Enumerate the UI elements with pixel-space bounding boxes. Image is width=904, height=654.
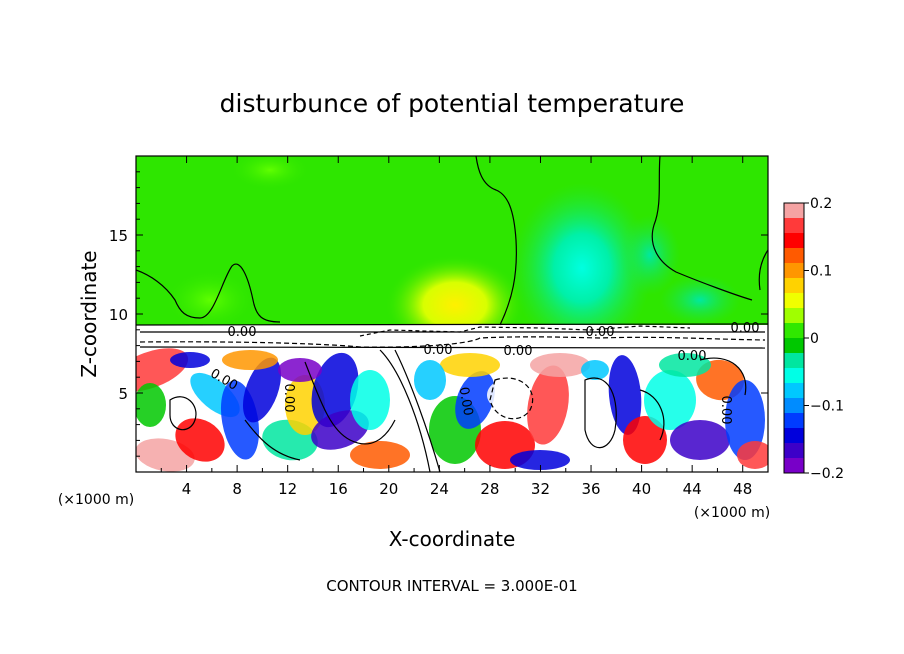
colorbar-segment <box>784 218 804 234</box>
contour-label: 0.00 <box>281 384 296 413</box>
x-tick-label: 20 <box>379 480 398 498</box>
turbulence-patch <box>350 370 390 430</box>
x-tick-label: 16 <box>329 480 348 498</box>
turbulence-patch <box>659 353 711 377</box>
colorbar-tick-label: 0.1 <box>810 264 832 280</box>
turbulence-patch <box>530 353 590 377</box>
x-tick-label: 8 <box>232 480 242 498</box>
x-tick-label: 36 <box>581 480 600 498</box>
turbulence-patch <box>455 371 495 429</box>
turbulence-patch <box>222 350 278 370</box>
colorbar-segment <box>784 353 804 369</box>
turbulence-patch <box>170 352 210 368</box>
turbulence-patch <box>440 353 500 377</box>
x-unit-label-right: (×1000 m) <box>694 505 770 521</box>
y-tick-label: 5 <box>118 385 128 403</box>
colorbar-segment <box>784 293 804 309</box>
turbulence-patch <box>311 410 369 450</box>
turbulence-patch <box>670 420 730 460</box>
colorbar-segment <box>784 413 804 429</box>
x-tick-label: 4 <box>182 480 192 498</box>
y-tick-label: 10 <box>109 306 128 324</box>
turbulence-patch <box>278 358 322 382</box>
turbulence-patch <box>414 360 446 400</box>
contour-label: 0.00 <box>504 344 533 359</box>
colorbar-segment <box>784 398 804 414</box>
colorbar-segment <box>784 428 804 444</box>
x-axis-label: X-coordinate <box>389 527 516 551</box>
colorbar-ticks: 0.2 0.1 0 −0.1 −0.2 <box>804 196 844 482</box>
x-tick-label: 12 <box>278 480 297 498</box>
turbulence-patch <box>725 380 765 460</box>
y-axis-label: Z-coordinate <box>77 250 101 377</box>
colorbar-tick-label: 0.2 <box>810 196 832 212</box>
contour-label: 0.00 <box>228 325 257 340</box>
colorbar-tick-label: −0.1 <box>810 399 844 415</box>
colorbar-tick-label: −0.2 <box>810 466 844 482</box>
colorbar-segment <box>784 368 804 384</box>
contour-label: 0.00 <box>586 325 615 340</box>
turbulence-patch <box>623 416 667 464</box>
contour-label: 0.00 <box>456 386 476 417</box>
contour-label: 0.00 <box>718 396 733 425</box>
colorbar-segment <box>784 458 804 474</box>
colorbar-segment <box>784 308 804 324</box>
contour-lines <box>136 156 768 472</box>
x-tick-label: 24 <box>430 480 449 498</box>
turbulence-patch <box>136 348 189 392</box>
turbulence-patches <box>136 348 768 472</box>
x-unit-label-left: (×1000 m) <box>58 492 134 508</box>
x-tick-label: 44 <box>683 480 702 498</box>
colorbar-segment <box>784 338 804 354</box>
turbulence-patch <box>510 450 570 470</box>
colorbar-tick-label: 0 <box>810 331 819 347</box>
contour-label: 0.00 <box>424 343 453 358</box>
turbulence-patch <box>644 370 696 430</box>
x-tick-label: 40 <box>632 480 651 498</box>
y-tick-label: 15 <box>109 227 128 245</box>
colorbar-segment <box>784 278 804 294</box>
colorbar-segment <box>784 233 804 249</box>
colorbar <box>784 203 804 474</box>
colorbar-segment <box>784 323 804 339</box>
x-tick-label: 28 <box>480 480 499 498</box>
turbulence-patch <box>581 360 609 380</box>
contour-label: 0.00 <box>731 321 760 336</box>
colorbar-segment <box>784 443 804 459</box>
field-area <box>136 156 768 472</box>
colorbar-segment <box>784 383 804 399</box>
turbulence-patch <box>737 441 768 469</box>
x-tick-label: 48 <box>733 480 752 498</box>
turbulence-patch <box>136 383 166 427</box>
turbulence-patch <box>311 352 359 428</box>
turbulence-patch <box>527 365 569 445</box>
colorbar-segment <box>784 203 804 219</box>
contour-interval: CONTOUR INTERVAL = 3.000E-01 <box>326 577 577 595</box>
turbulence-patch <box>242 357 282 423</box>
chart-title: disturbunce of potential temperature <box>220 89 685 118</box>
colorbar-segment <box>784 263 804 279</box>
cool-anomaly <box>512 183 652 353</box>
contour-label: 0.00 <box>678 349 707 364</box>
turbulence-patch <box>350 441 410 469</box>
x-tick-label: 32 <box>531 480 550 498</box>
colorbar-segment <box>784 248 804 264</box>
x-axis: 4 8 12 16 20 24 28 32 36 40 44 48 <box>160 156 752 498</box>
y-axis: 5 10 15 <box>109 171 768 457</box>
